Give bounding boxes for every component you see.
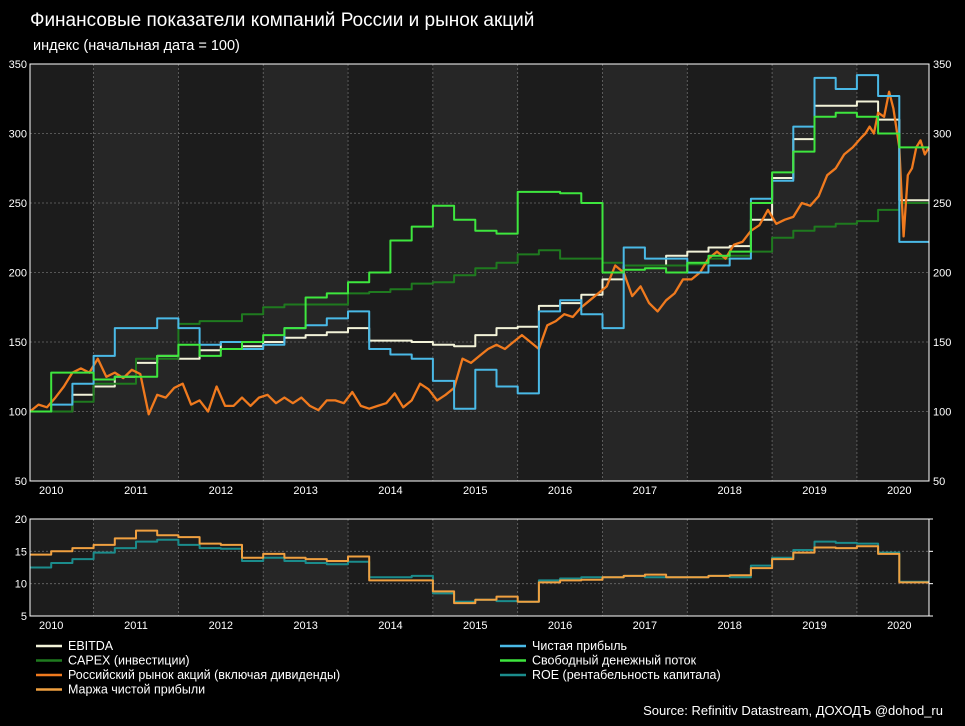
top-x-tick-label: 2013 — [293, 485, 317, 497]
bottom-year-band — [178, 519, 264, 616]
top-year-band — [178, 64, 264, 481]
bottom-x-tick-label: 2015 — [463, 620, 487, 632]
top-y-tick-label: 50 — [15, 476, 27, 488]
bottom-x-tick-label: 2020 — [887, 620, 911, 632]
bottom-x-tick-label: 2018 — [717, 620, 741, 632]
top-series-ebitda — [30, 100, 929, 413]
bottom-series-маржа-чистой-прибыли — [30, 529, 929, 605]
top-y-tick-label: 350 — [9, 59, 27, 71]
legend-label: Российский рынок акций (включая дивиденд… — [68, 668, 340, 682]
top-x-tick-label: 2015 — [463, 485, 487, 497]
top-y-tick-label-right: 300 — [933, 129, 951, 141]
top-y-tick-label: 300 — [9, 129, 27, 141]
bottom-y-tick-label: 15 — [15, 546, 27, 558]
bottom-x-tick-label: 2014 — [378, 620, 402, 632]
top-y-tick-label-right: 250 — [933, 198, 951, 210]
bottom-year-band — [517, 519, 603, 616]
bottom-x-tick-label: 2012 — [209, 620, 233, 632]
bottom-y-tick-label: 20 — [15, 514, 27, 526]
top-y-tick-label: 250 — [9, 198, 27, 210]
legend-label: Маржа чистой прибыли — [68, 683, 205, 697]
top-frame — [29, 63, 930, 482]
top-panel: 50 50 100 100 150 150 200 200 250 250 300 300 350 350… — [9, 59, 952, 497]
bottom-x-tick-label: 2013 — [293, 620, 317, 632]
top-x-tick-label: 2016 — [548, 485, 572, 497]
legend-background — [30, 637, 929, 703]
bottom-frame — [29, 518, 930, 617]
top-y-tick-label-right: 100 — [933, 407, 951, 419]
top-series-российский-рынок-акций-включая-дивиденды- — [29, 90, 930, 416]
top-x-tick-label: 2011 — [124, 485, 148, 497]
top-y-tick-label: 200 — [9, 268, 27, 280]
top-x-tick-label: 2014 — [378, 485, 402, 497]
bottom-plot-area — [30, 519, 929, 616]
bottom-y-tick-label: 5 — [21, 611, 27, 623]
top-y-tick-label: 150 — [9, 337, 27, 349]
bottom-year-band — [348, 519, 433, 616]
bottom-y-tick-label: 10 — [15, 579, 27, 591]
top-x-tick-label: 2010 — [39, 485, 63, 497]
legend: EBITDA Чистая прибыль CAPEX (инвестиции) Св… — [30, 637, 929, 703]
legend-label: Свободный денежный поток — [532, 654, 697, 668]
top-y-tick-label-right: 150 — [933, 337, 951, 349]
top-x-tick-label: 2019 — [802, 485, 826, 497]
top-y-tick-label-right: 50 — [933, 476, 945, 488]
top-series-свободный-денежный-поток — [30, 111, 929, 413]
chart-title: Финансовые показатели компаний России и … — [30, 10, 534, 31]
top-y-tick-label-right: 200 — [933, 268, 951, 280]
top-x-tick-label: 2012 — [209, 485, 233, 497]
legend-label: EBITDA — [68, 639, 114, 653]
source-note: Source: Refinitiv Datastream, ДОХОДЪ @do… — [643, 703, 943, 718]
legend-label: Чистая прибыль — [532, 639, 627, 653]
bottom-x-tick-label: 2010 — [39, 620, 63, 632]
legend-label: ROE (рентабельность капитала) — [532, 668, 721, 682]
top-series-capex-инвестиции- — [30, 202, 929, 413]
bottom-x-tick-label: 2011 — [124, 620, 148, 632]
bottom-x-tick-label: 2019 — [802, 620, 826, 632]
chart-subtitle: индекс (начальная дата = 100) — [33, 38, 240, 54]
bottom-year-band — [856, 519, 929, 616]
bottom-x-tick-label: 2016 — [548, 620, 572, 632]
top-y-tick-label-right: 350 — [933, 59, 951, 71]
top-x-tick-label: 2020 — [887, 485, 911, 497]
legend-label: CAPEX (инвестиции) — [68, 654, 190, 668]
top-y-tick-label: 100 — [9, 407, 27, 419]
top-x-tick-label: 2017 — [633, 485, 657, 497]
top-x-tick-label: 2018 — [717, 485, 741, 497]
bottom-x-tick-label: 2017 — [633, 620, 657, 632]
bottom-panel: 5 10 15 20 2010 2011 2012 2013 2014 2015 2016 2017 2… — [15, 514, 933, 632]
